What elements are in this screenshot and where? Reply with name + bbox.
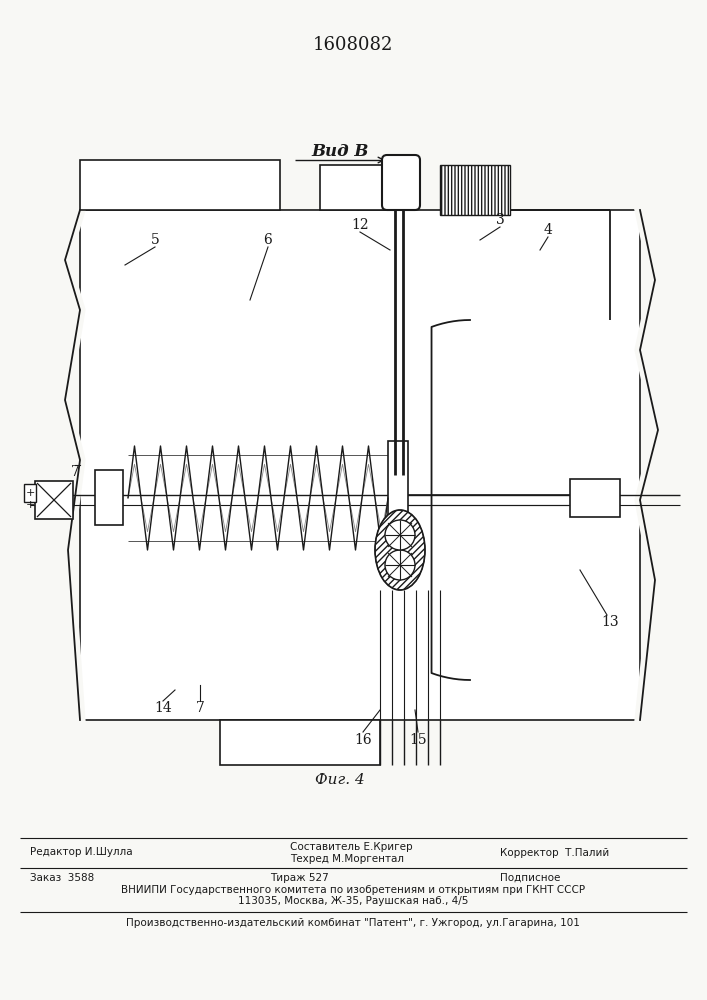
Text: 6: 6	[264, 233, 272, 247]
Text: ВНИИПИ Государственного комитета по изобретениям и открытиям при ГКНТ СССР: ВНИИПИ Государственного комитета по изоб…	[121, 885, 585, 895]
Text: Корректор  Т.Палий: Корректор Т.Палий	[500, 848, 609, 858]
Text: 4: 4	[544, 223, 552, 237]
Bar	[570, 479, 620, 517]
Text: +: +	[25, 488, 35, 498]
Text: Редактор И.Шулла: Редактор И.Шулла	[30, 847, 133, 857]
Ellipse shape	[375, 510, 425, 590]
Text: 113035, Москва, Ж-35, Раушская наб., 4/5: 113035, Москва, Ж-35, Раушская наб., 4/5	[238, 896, 468, 906]
Bar	[35, 481, 73, 519]
Text: 14: 14	[154, 701, 172, 715]
Text: 5: 5	[151, 233, 159, 247]
Bar	[80, 160, 280, 210]
Text: Техред М.Моргентал: Техред М.Моргентал	[290, 854, 404, 864]
Text: Тираж 527: Тираж 527	[270, 873, 329, 883]
Circle shape	[385, 520, 415, 550]
Text: 13: 13	[601, 615, 619, 629]
Bar	[440, 165, 510, 215]
Text: 15: 15	[409, 733, 427, 747]
Text: 12: 12	[351, 218, 369, 232]
FancyBboxPatch shape	[382, 155, 420, 210]
Text: 3: 3	[496, 213, 504, 227]
Text: Заказ  3588: Заказ 3588	[30, 873, 94, 883]
Bar	[220, 720, 380, 765]
Text: Подписное: Подписное	[500, 873, 561, 883]
Text: Фиг. 4: Фиг. 4	[315, 773, 365, 787]
Text: +: +	[25, 500, 35, 510]
Bar	[24, 484, 36, 502]
Text: 7: 7	[71, 465, 79, 479]
Text: Производственно-издательский комбинат "Патент", г. Ужгород, ул.Гагарина, 101: Производственно-издательский комбинат "П…	[126, 918, 580, 928]
Text: Вид В: Вид В	[311, 143, 368, 160]
Text: 16: 16	[354, 733, 372, 747]
Text: 1608082: 1608082	[312, 36, 393, 54]
Circle shape	[385, 550, 415, 580]
Text: Составитель Е.Кригер: Составитель Е.Кригер	[290, 842, 413, 852]
Bar	[80, 210, 640, 720]
Bar	[320, 165, 415, 210]
Text: 7: 7	[196, 701, 204, 715]
Bar	[388, 441, 408, 555]
Bar	[95, 470, 123, 525]
